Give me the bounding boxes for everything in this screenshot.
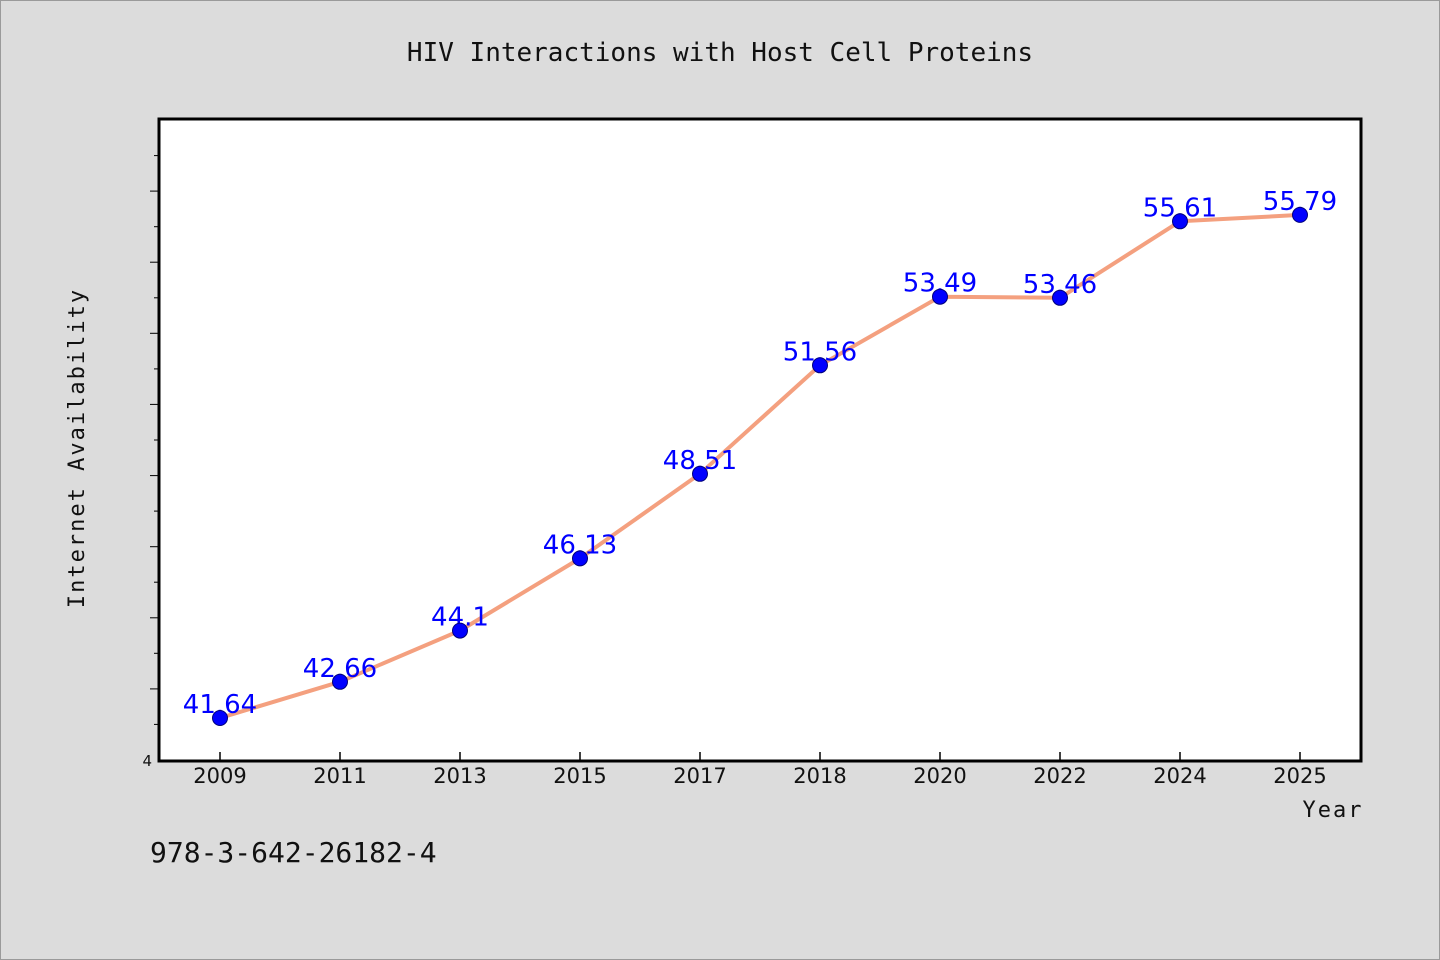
data-point <box>1292 206 1308 223</box>
series-line-group <box>218 212 1302 720</box>
marker-group <box>212 206 1308 726</box>
x-tick-label: 2011 <box>313 764 366 788</box>
x-tick-label: 2018 <box>793 764 846 788</box>
data-point <box>692 465 708 482</box>
x-axis-label: Year <box>1303 798 1364 823</box>
series-line <box>218 212 1302 720</box>
x-axis-ticks: 2009 2011 2013 2015 2017 2018 2020 2022 2024 2025 <box>193 752 1327 788</box>
chart-title: HIV Interactions with Host Cell Proteins <box>407 38 1033 68</box>
y-axis-ticks <box>150 155 159 725</box>
x-tick-label: 2013 <box>433 764 486 788</box>
data-point <box>1172 213 1188 230</box>
x-tick-label: 2025 <box>1273 764 1326 788</box>
x-tick-label: 2022 <box>1033 764 1086 788</box>
data-point <box>1052 289 1068 306</box>
data-point <box>932 288 948 305</box>
x-tick-label: 2020 <box>913 764 966 788</box>
data-point <box>812 357 828 374</box>
isbn-caption: 978-3-642-26182-4 <box>150 836 437 869</box>
x-tick-label: 2024 <box>1153 764 1206 788</box>
data-point <box>212 710 228 726</box>
x-tick-label: 2009 <box>193 764 246 788</box>
data-point <box>332 673 348 690</box>
x-tick-label: 2017 <box>673 764 726 788</box>
y-tick-label: 4 <box>142 752 152 770</box>
x-tick-label: 2015 <box>553 764 606 788</box>
data-point <box>572 550 588 567</box>
y-axis-label: Internet Availability <box>65 288 90 608</box>
data-point <box>452 622 468 639</box>
plot-area <box>157 117 1363 763</box>
